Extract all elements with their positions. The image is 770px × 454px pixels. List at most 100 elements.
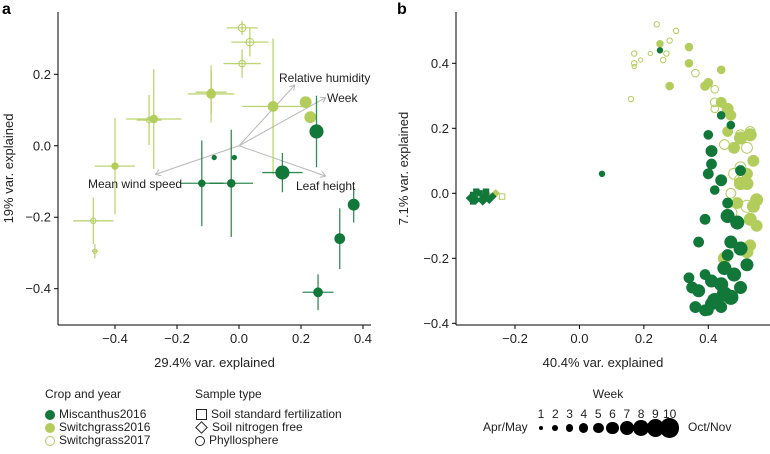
arrow-head — [322, 97, 327, 103]
data-point — [746, 199, 760, 213]
y-tick-label: 0.0 — [431, 186, 449, 201]
y-tick-label: −0.4 — [423, 316, 449, 331]
data-point — [724, 235, 738, 249]
panel-a — [54, 12, 371, 329]
filled-dark-circle-icon — [45, 409, 55, 420]
legend-crop-title: Crop and year — [45, 387, 122, 401]
legend-item-miscanthus2016: Miscanthus2016 — [45, 408, 150, 421]
data-point — [725, 109, 737, 121]
data-point — [111, 162, 119, 170]
y-tick-label: −0.2 — [423, 251, 449, 266]
data-point — [653, 21, 660, 28]
data-point — [703, 129, 714, 140]
week-size-dot — [606, 421, 619, 435]
data-point — [740, 258, 754, 272]
legend-label: Switchgrass2016 — [59, 420, 151, 434]
square-icon — [196, 409, 207, 420]
x-tick-label: 0.4 — [354, 331, 372, 346]
data-point — [728, 141, 741, 154]
vector-label: Leaf height — [296, 179, 356, 193]
week-number: 8 — [637, 407, 645, 421]
data-point — [730, 215, 745, 230]
arrow-head — [155, 173, 162, 177]
data-point — [747, 154, 760, 167]
legend-label: Switchgrass2017 — [59, 433, 151, 447]
data-point — [334, 233, 346, 245]
data-point-square — [482, 188, 490, 195]
data-point — [598, 170, 606, 178]
x-tick-label: 0.0 — [570, 331, 588, 346]
week-number: 1 — [537, 407, 545, 421]
data-point — [705, 145, 718, 158]
data-point — [231, 154, 238, 161]
data-point-square — [469, 191, 477, 199]
week-size-dot — [646, 419, 665, 437]
data-point — [656, 47, 664, 54]
week-number: 2 — [551, 407, 559, 421]
data-point — [727, 267, 742, 282]
panel-b — [452, 12, 770, 329]
legend-label: Miscanthus2016 — [59, 407, 147, 421]
legend-item-switchgrass2016: Switchgrass2016 — [45, 421, 150, 434]
data-point — [699, 213, 711, 225]
data-point — [709, 185, 720, 195]
data-point — [740, 177, 754, 191]
data-point — [721, 249, 734, 262]
data-point — [238, 59, 246, 68]
data-point — [226, 178, 236, 188]
data-point — [267, 101, 279, 112]
legend-item-soil-standard: Soil standard fertilization — [195, 408, 342, 421]
week-size-dot — [552, 425, 559, 431]
data-point — [733, 241, 748, 256]
legend-label: Soil nitrogen free — [212, 420, 303, 434]
data-point — [741, 141, 753, 154]
data-point — [211, 154, 217, 161]
y-tick-label: 0.2 — [431, 121, 449, 136]
data-point — [691, 68, 700, 78]
panel-label: b — [397, 1, 407, 18]
legend-item-switchgrass2017: Switchgrass2017 — [45, 434, 150, 447]
data-point — [710, 104, 720, 114]
legend-week-title: Week — [592, 387, 624, 401]
arrow-head — [319, 175, 326, 178]
x-axis-label: 29.4% var. explained — [154, 355, 275, 370]
data-point — [656, 40, 664, 48]
week-start-label: Apr/May — [483, 420, 528, 434]
week-number: 3 — [566, 407, 573, 421]
data-point — [684, 42, 694, 52]
data-point — [92, 248, 98, 254]
arrow-head — [293, 84, 296, 91]
data-point — [702, 304, 714, 316]
legend-item-soil-nitrogen-free: Soil nitrogen free — [195, 421, 342, 434]
data-point — [720, 209, 735, 224]
week-number: 4 — [580, 407, 588, 421]
x-tick-label: 0.4 — [699, 331, 717, 346]
arrow-head — [154, 169, 160, 175]
data-point — [726, 120, 736, 130]
data-point — [716, 65, 726, 75]
x-tick-label: 0.2 — [635, 331, 653, 346]
data-point — [665, 81, 674, 91]
vector-label: Week — [327, 91, 358, 105]
data-point — [692, 284, 706, 298]
week-size-dot — [579, 423, 589, 433]
week-size-dot — [660, 418, 680, 438]
vector-label: Mean wind speed — [88, 177, 182, 191]
data-point — [716, 111, 726, 120]
data-point — [715, 301, 728, 313]
data-point — [722, 197, 734, 209]
data-point — [735, 165, 746, 176]
data-point — [245, 37, 255, 47]
data-point — [702, 168, 714, 180]
data-point — [647, 50, 653, 57]
week-size-dot — [592, 422, 604, 434]
vector-arrow — [238, 84, 296, 147]
data-point — [637, 57, 644, 63]
data-point — [631, 60, 638, 67]
y-tick-label: 0.2 — [33, 67, 51, 82]
data-point — [717, 261, 732, 276]
data-point-diamond — [488, 192, 497, 201]
week-number: 5 — [594, 407, 602, 421]
data-point — [725, 187, 737, 199]
